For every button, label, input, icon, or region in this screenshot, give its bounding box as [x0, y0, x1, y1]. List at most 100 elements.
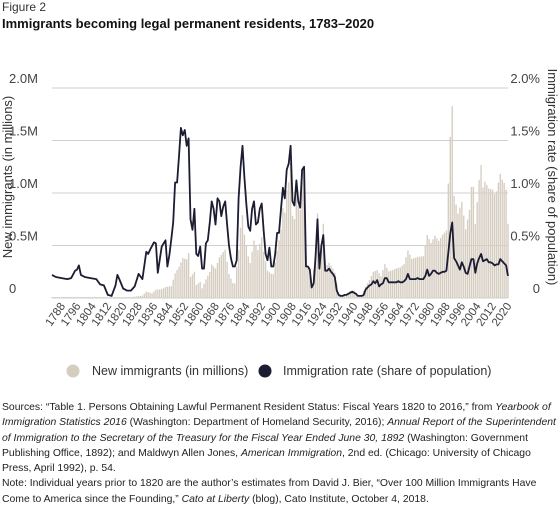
bar [139, 295, 142, 298]
bar [449, 136, 451, 298]
bar [226, 261, 228, 298]
bar [280, 229, 282, 298]
bar [388, 271, 390, 298]
bar [89, 296, 92, 298]
bar [345, 294, 348, 298]
bar [418, 256, 421, 298]
bar [191, 274, 194, 298]
bar [353, 290, 355, 298]
bar [488, 188, 490, 298]
figure-label: Figure 2 [2, 0, 47, 14]
sources-text-1: Sources: “Table 1. Persons Obtaining Law… [2, 402, 496, 413]
bar [128, 297, 130, 298]
bar [230, 278, 232, 298]
y-tick-left: 2.0M [9, 71, 38, 86]
bar [118, 297, 121, 298]
bar [180, 262, 182, 298]
bar [332, 268, 334, 298]
bar [470, 186, 473, 298]
bar [287, 182, 290, 298]
bar [278, 240, 280, 298]
bar [187, 253, 190, 298]
bar [495, 191, 498, 298]
bar [130, 296, 132, 298]
sources-text-7: , 2nd ed. (Chicago: University of Chicag… [2, 447, 531, 475]
bar [376, 270, 378, 298]
legend-line-label: Immigration rate (share of population) [283, 364, 491, 378]
left-y-ticks: 0 0.5M 1.0M 1.5M 2.0M [9, 71, 38, 296]
bar [93, 296, 96, 298]
bar [432, 239, 434, 298]
bar [299, 210, 301, 298]
bar [120, 297, 122, 298]
bar [503, 182, 505, 298]
bar [243, 234, 246, 298]
bar [364, 286, 367, 298]
bar [320, 244, 323, 298]
bar [482, 187, 484, 298]
bar [459, 207, 461, 298]
bar [314, 252, 317, 298]
bar [126, 297, 128, 298]
bar [447, 183, 450, 298]
bar [201, 288, 203, 298]
bar [107, 297, 109, 298]
bar [505, 189, 507, 298]
bar [474, 224, 476, 298]
bar [82, 296, 84, 298]
bar [457, 213, 459, 298]
bar [380, 276, 382, 298]
y-tick-left: 1.0M [9, 176, 38, 191]
bar [147, 292, 149, 298]
y-axis-title-right: Immigration rate (share of population) [545, 69, 560, 286]
sources-text-5: (Washington: Government Publishing Offic… [2, 432, 528, 459]
bar [241, 215, 244, 298]
bar [384, 264, 386, 298]
bar [391, 270, 394, 298]
bar [109, 297, 111, 298]
bar [476, 202, 478, 298]
bar [414, 257, 417, 298]
bar [334, 272, 336, 298]
bar [493, 194, 496, 298]
bar [84, 296, 86, 298]
bar [347, 292, 349, 298]
bar [66, 296, 69, 298]
bar [480, 165, 482, 298]
bar [351, 290, 353, 298]
line-series [51, 127, 509, 297]
bar [135, 296, 138, 298]
bar [284, 212, 286, 298]
bar [261, 237, 263, 298]
bar [326, 264, 328, 298]
bar [182, 258, 184, 298]
right-y-ticks: 0 0.5% 1.0% 1.5% 2.0% [510, 71, 540, 296]
bar [95, 296, 97, 298]
bar [253, 240, 255, 298]
bar [489, 189, 492, 298]
bar [76, 296, 78, 298]
sources-text-2: Yearbook of Immigration Statistics 2016 [2, 402, 551, 429]
bar [499, 173, 501, 298]
bar [166, 286, 169, 298]
bar [124, 297, 126, 298]
bar [162, 288, 165, 298]
bar [245, 245, 248, 298]
bar [57, 296, 59, 298]
chart-svg: 0 0.5M 1.0M 1.5M 2.0M 0 0.5% 1.0% 1.5% 2.0% 1788… [0, 69, 560, 378]
bar [436, 238, 438, 298]
bar [249, 262, 251, 298]
bar [203, 283, 205, 298]
bar [461, 201, 463, 298]
bar [413, 258, 415, 298]
bar [216, 262, 219, 298]
bar [155, 289, 157, 298]
bar [268, 272, 271, 298]
legend: New immigrants (in millions) Immigration… [66, 364, 491, 378]
grid-lines [52, 87, 508, 299]
bar [234, 283, 236, 298]
bar [160, 289, 163, 298]
bar [70, 296, 72, 298]
bar [316, 213, 319, 298]
bar [501, 179, 503, 298]
